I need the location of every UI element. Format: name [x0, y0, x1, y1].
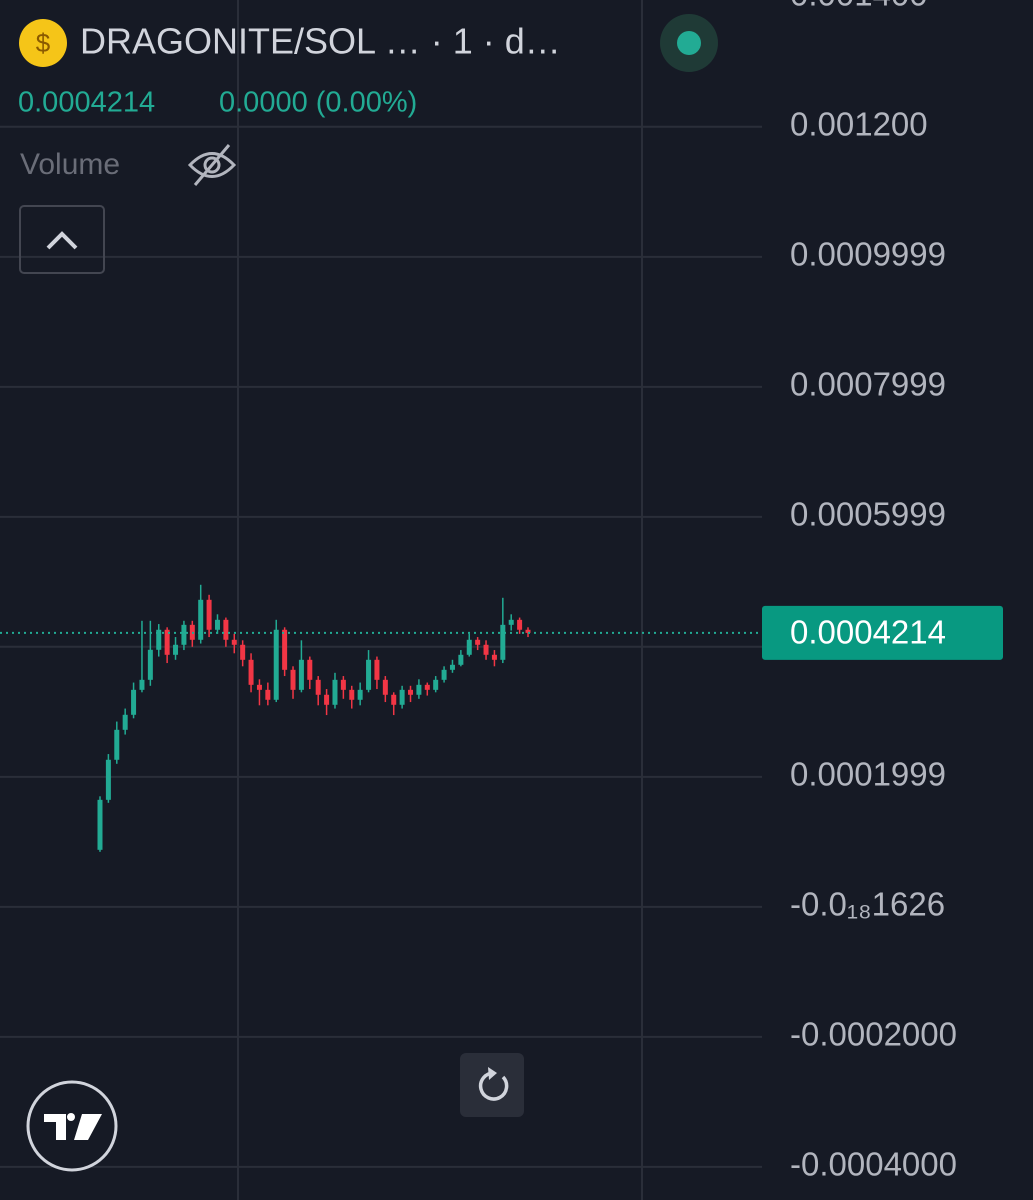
candle-body — [458, 654, 464, 665]
candle-body — [105, 759, 111, 800]
candle-body — [517, 619, 523, 630]
candle-body — [491, 654, 497, 660]
candle-body — [483, 644, 489, 655]
price-change: 0.0000 (0.00%) — [219, 87, 417, 119]
reset-arrow — [488, 1067, 497, 1080]
y-tick-label: 0.0005999 — [790, 496, 946, 533]
candle-body — [315, 679, 321, 695]
candle-body — [198, 599, 204, 640]
candle-body — [466, 639, 472, 655]
logo-dot — [67, 1113, 75, 1121]
candle-body — [424, 684, 430, 690]
candle-body — [307, 659, 313, 680]
tradingview-logo[interactable] — [26, 1080, 118, 1172]
y-tick-label: -0.0002000 — [790, 1016, 957, 1053]
last-price-tag — [762, 605, 1003, 660]
y-tick-label: -0.0004000 — [790, 1146, 957, 1183]
status-dot — [677, 31, 701, 55]
logo-mark — [44, 1114, 102, 1140]
price-axis: 0.001400 0.001200 0.0009999 0.0007999 0.0005… — [790, 0, 957, 1183]
candle-body — [324, 694, 330, 705]
candle-body — [500, 624, 506, 660]
reset-icon — [478, 1071, 509, 1101]
candle-body — [290, 669, 296, 690]
last-price-label: 0.0004214 — [790, 614, 946, 651]
collapse-button[interactable] — [19, 205, 105, 274]
candle-body — [256, 684, 262, 690]
candle-body — [214, 619, 220, 630]
candle-body — [223, 619, 229, 640]
candle-body — [441, 669, 447, 680]
candle-body — [206, 599, 212, 630]
chevron-up — [46, 231, 78, 250]
candle-body — [147, 649, 153, 680]
candle-body — [416, 684, 422, 695]
candle-body — [508, 619, 514, 625]
candle-body — [408, 689, 414, 695]
candle-body — [131, 689, 137, 715]
candle-body — [114, 729, 120, 760]
candle-body — [374, 659, 380, 680]
candle-body — [449, 664, 455, 670]
candle-body — [248, 659, 254, 685]
y-tick-label: 0.0009999 — [790, 236, 946, 273]
y-tick-label: 0.0001999 — [790, 756, 946, 793]
candle-body — [332, 679, 338, 705]
y-tick-label: 0.001400 — [790, 0, 928, 12]
candle-body — [366, 659, 372, 690]
candle-body — [164, 629, 170, 655]
candle-body — [273, 629, 279, 700]
candle-body — [181, 624, 187, 645]
candles — [97, 584, 531, 852]
candle-body — [282, 629, 288, 670]
reset-button[interactable] — [460, 1053, 524, 1117]
candle-body — [399, 689, 405, 705]
symbol-title[interactable]: DRAGONITE/SOL … · 1 · d… — [80, 21, 561, 62]
candle-body — [382, 679, 388, 695]
coin-glyph: $ — [36, 28, 51, 58]
candle-body — [340, 679, 346, 690]
candle-body — [391, 694, 397, 705]
candle-body — [298, 659, 304, 690]
candle-body — [433, 679, 439, 690]
y-tick-label: -0.0₁₈1626 — [790, 886, 945, 923]
candle-body — [139, 679, 145, 690]
candle-body — [357, 689, 363, 700]
candle-body — [173, 644, 179, 655]
candle-body — [349, 689, 355, 700]
y-tick-label: 0.0007999 — [790, 366, 946, 403]
current-price: 0.0004214 — [18, 87, 155, 119]
coin-icon — [19, 19, 67, 67]
candle-body — [240, 644, 246, 660]
candle-body — [231, 639, 237, 645]
candle-body — [475, 639, 481, 645]
candle-body — [265, 689, 271, 700]
grid — [0, 0, 762, 1200]
y-tick-label: 0.001200 — [790, 105, 928, 142]
candle-body — [156, 629, 162, 650]
candle-body — [525, 629, 531, 633]
volume-label: Volume — [20, 148, 120, 181]
candle-body — [122, 714, 128, 730]
candle-body — [97, 799, 103, 850]
hide-volume-button[interactable] — [187, 144, 237, 186]
